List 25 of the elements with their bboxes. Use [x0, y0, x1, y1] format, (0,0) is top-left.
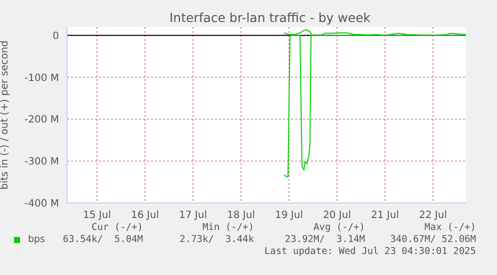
x-tick-label: 22 Jul [419, 210, 447, 222]
text: Avg (-/+) [314, 222, 365, 233]
text: Last update: Wed Jul 23 04:30:01 2025 [264, 246, 476, 257]
x-tick-label: 17 Jul [179, 210, 207, 222]
y-tick-label: -100 M [24, 72, 59, 84]
text: 340.67M/ 52.06M [390, 234, 476, 245]
y-tick-label: -400 M [24, 198, 59, 210]
chart-title: Interface br-lan traffic - by week [168, 10, 372, 25]
text: Max (-/+) [424, 222, 476, 233]
y-tick-label: 0 [52, 30, 59, 42]
text: 63.54k/ 5.04M [62, 234, 143, 245]
text: 2.73k/ 3.44k [180, 234, 254, 245]
x-tick-label: 16 Jul [131, 210, 159, 222]
x-tick-label: 21 Jul [371, 210, 399, 222]
y-axis-title: bits in (-) / out (+) per second [0, 40, 11, 190]
x-tick-label: 20 Jul [323, 210, 351, 222]
text: Cur (-/+) [92, 222, 143, 233]
text: Min (-/+) [202, 222, 254, 233]
y-tick-label: -200 M [24, 114, 59, 126]
x-tick-label: 18 Jul [227, 210, 255, 222]
x-tick-label: 15 Jul [83, 210, 111, 222]
legend-label: bps [28, 234, 46, 245]
y-tick-label: -300 M [24, 156, 59, 168]
x-tick-label: 19 Jul [275, 210, 303, 222]
text: 23.92M/ 3.14M [284, 234, 365, 245]
